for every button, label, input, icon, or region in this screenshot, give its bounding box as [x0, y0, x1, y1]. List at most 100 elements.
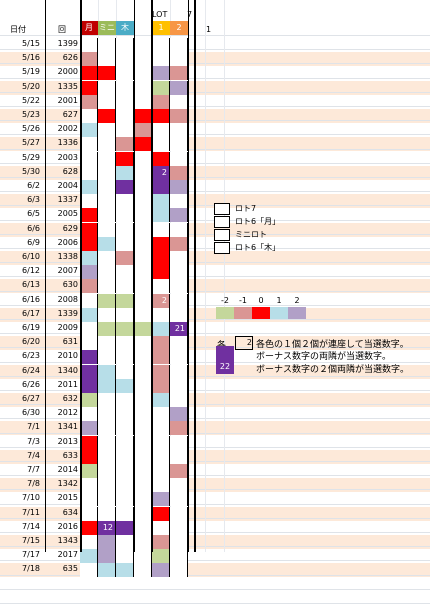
- number-cell: [152, 137, 170, 151]
- grid-line: [0, 589, 430, 590]
- date-header: 日付: [10, 25, 26, 34]
- number-cell: [116, 95, 134, 109]
- number-cell: [80, 535, 98, 549]
- number-cell: [170, 336, 188, 350]
- round-cell: 2001: [57, 96, 78, 105]
- number-cell: [98, 336, 116, 350]
- date-cell: 6/2: [27, 181, 40, 190]
- legend-label: ロト7: [235, 204, 257, 213]
- number-cell: [80, 308, 98, 322]
- number-cell: [170, 450, 188, 464]
- number-cell: [134, 393, 152, 407]
- date-cell: 7/17: [22, 550, 40, 559]
- number-cell: [170, 507, 188, 521]
- date-cell: 6/9: [27, 238, 40, 247]
- number-cell: [80, 265, 98, 279]
- number-cell: [170, 223, 188, 237]
- number-cell: [134, 436, 152, 450]
- number-cell: [80, 166, 98, 180]
- loto7-header-2: 2: [170, 21, 188, 35]
- round-cell: 2016: [57, 522, 78, 531]
- number-cell: [116, 393, 134, 407]
- number-cell: [98, 265, 116, 279]
- number-cell: [170, 393, 188, 407]
- number-cell: [152, 223, 170, 237]
- number-cell: [116, 450, 134, 464]
- grid-line: [0, 376, 430, 377]
- scale-label: -2: [221, 296, 229, 305]
- number-cell: [116, 421, 134, 435]
- number-cell: [152, 563, 170, 577]
- scale-swatch: [234, 307, 252, 319]
- number-cell: [170, 294, 188, 308]
- note-line1: 各色の１個２個が連座して当選数字。: [256, 340, 409, 350]
- number-cell: [116, 194, 134, 208]
- number-cell: [80, 521, 98, 535]
- scale-swatch: [270, 307, 288, 319]
- number-cell: 12: [98, 521, 116, 535]
- date-cell: 6/12: [22, 266, 40, 275]
- moku-header: 木: [116, 21, 134, 35]
- number-cell: [134, 180, 152, 194]
- number-cell: [134, 152, 152, 166]
- number-cell: [116, 81, 134, 95]
- date-cell: 5/30: [22, 167, 40, 176]
- number-cell: [134, 223, 152, 237]
- number-cell: [134, 365, 152, 379]
- number-cell: [152, 95, 170, 109]
- number-cell: [170, 109, 188, 123]
- note-box: 2: [235, 336, 253, 350]
- number-cell: [134, 81, 152, 95]
- number-cell: [98, 407, 116, 421]
- number-cell: [98, 450, 116, 464]
- number-cell: [98, 279, 116, 293]
- number-cell: [98, 393, 116, 407]
- number-cell: [116, 137, 134, 151]
- number-cell: [170, 365, 188, 379]
- number-cell: [134, 38, 152, 52]
- round-cell: 2002: [57, 124, 78, 133]
- number-cell: [116, 123, 134, 137]
- number-cell: [98, 322, 116, 336]
- number-cell: [134, 52, 152, 66]
- grid-line: [0, 78, 430, 79]
- number-cell: [80, 137, 98, 151]
- number-cell: [152, 279, 170, 293]
- round-cell: 2013: [57, 437, 78, 446]
- scale-swatch: [288, 307, 306, 319]
- date-cell: 5/27: [22, 138, 40, 147]
- number-cell: [152, 478, 170, 492]
- bonus-purple-swatch: [216, 346, 234, 360]
- grid-line: [0, 49, 430, 50]
- number-cell: [80, 464, 98, 478]
- number-cell: [152, 436, 170, 450]
- number-cell: [152, 52, 170, 66]
- number-cell: [98, 464, 116, 478]
- extra-col-header: 1: [206, 25, 212, 34]
- round-cell: 635: [62, 564, 78, 573]
- number-cell: [152, 535, 170, 549]
- number-cell: [116, 379, 134, 393]
- number-cell: [134, 492, 152, 506]
- round-cell: 1335: [57, 82, 78, 91]
- date-cell: 5/15: [22, 39, 40, 48]
- number-cell: [80, 492, 98, 506]
- grid-line: [0, 276, 430, 277]
- lot-header: LOT: [152, 10, 168, 19]
- number-cell: [80, 350, 98, 364]
- column-divider: [188, 0, 189, 552]
- grid-line: [0, 305, 430, 306]
- number-cell: [80, 365, 98, 379]
- number-cell: [170, 421, 188, 435]
- number-cell: [152, 549, 170, 563]
- grid-line: [0, 560, 430, 561]
- number-cell: [98, 535, 116, 549]
- number-cell: [80, 294, 98, 308]
- number-cell: [152, 464, 170, 478]
- round-cell: 1343: [57, 536, 78, 545]
- grid-line: [0, 518, 430, 519]
- column-divider: [80, 0, 82, 552]
- number-cell: [80, 208, 98, 222]
- number-cell: [116, 492, 134, 506]
- number-cell: [80, 336, 98, 350]
